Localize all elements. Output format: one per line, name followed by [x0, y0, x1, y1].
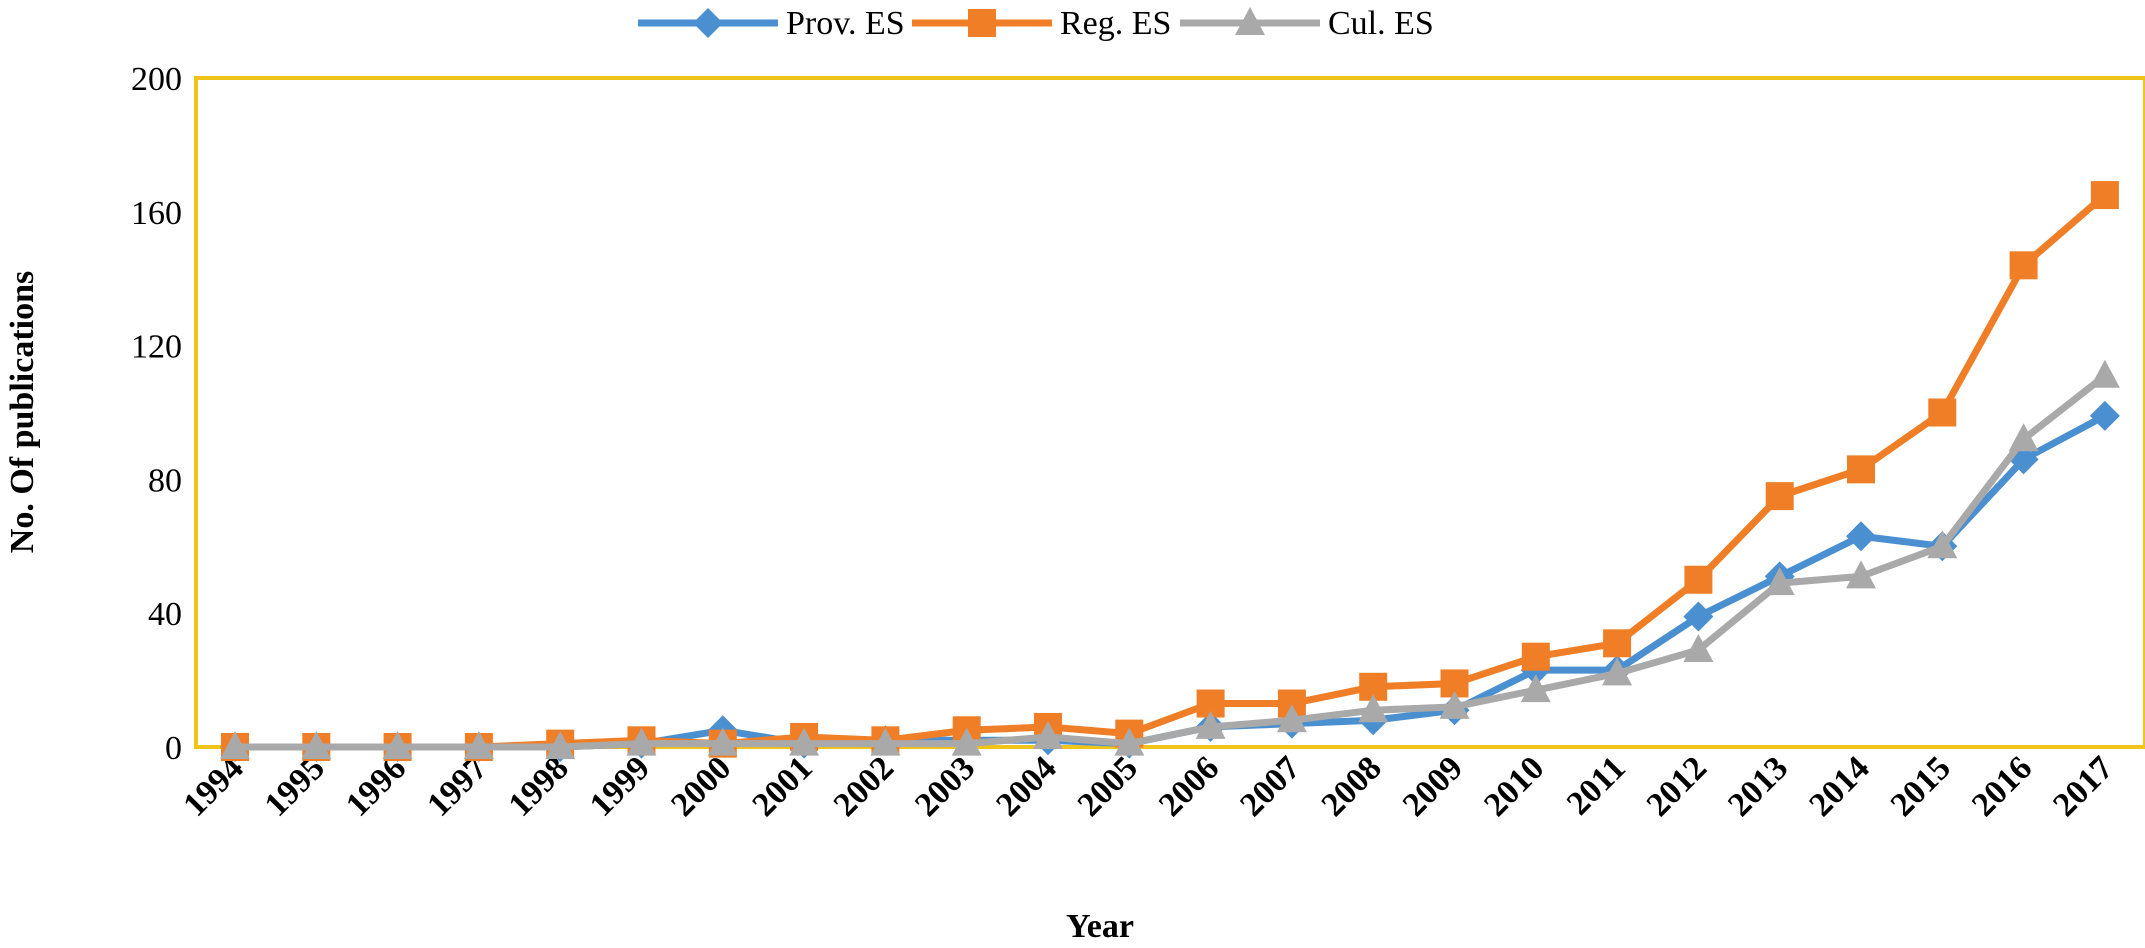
data-point-cul-es [707, 727, 738, 756]
x-tick-label: 2012 [1640, 749, 1714, 823]
data-point-cul-es [1114, 727, 1145, 756]
data-point-cul-es [1276, 704, 1307, 733]
data-point-cul-es [626, 727, 657, 756]
data-point-reg-es [1928, 398, 1957, 427]
data-point-reg-es [1521, 642, 1550, 671]
x-tick-label: 2001 [746, 749, 820, 823]
plot-area-border [194, 76, 2145, 749]
x-tick-label: 2002 [827, 749, 901, 823]
x-tick-label: 2016 [1965, 749, 2039, 823]
y-tick-label: 80 [148, 462, 182, 499]
data-point-cul-es [1602, 657, 1633, 686]
data-point-cul-es [545, 731, 576, 759]
x-tick-label: 2003 [908, 749, 982, 823]
x-tick-label: 2008 [1315, 749, 1389, 823]
data-point-reg-es [1765, 482, 1794, 511]
x-tick-label: 2005 [1071, 749, 1145, 823]
data-point-cul-es [220, 731, 250, 759]
x-tick-label: 2004 [989, 749, 1063, 823]
y-tick-label: 40 [148, 596, 182, 633]
x-tick-label: 2006 [1152, 749, 1226, 823]
data-point-cul-es [1520, 674, 1551, 703]
x-tick-label: 2007 [1233, 749, 1307, 823]
series-layer [220, 181, 2120, 762]
x-tick-label: 2000 [664, 749, 738, 823]
y-tick-label: 160 [131, 195, 182, 232]
data-point-prov-es [1846, 521, 1876, 552]
data-point-cul-es [1927, 530, 1958, 559]
data-point-cul-es [1195, 710, 1226, 739]
y-axis-title: No. Of publications [4, 271, 41, 553]
series-line-cul-es [231, 372, 2109, 751]
data-point-cul-es [1764, 567, 1795, 596]
data-point-cul-es [463, 731, 494, 759]
data-point-cul-es [1439, 690, 1470, 719]
legend-marker-reg-es [968, 9, 996, 37]
data-point-reg-es [1603, 629, 1632, 658]
series-line-reg-es [231, 191, 2109, 751]
data-point-cul-es [1033, 720, 1063, 749]
x-tick-label: 2009 [1396, 749, 1470, 823]
legend-item-prov-es: Prov. ES [638, 5, 905, 42]
data-point-cul-es [951, 727, 982, 756]
data-point-reg-es [2009, 251, 2038, 280]
x-tick-label: 2011 [1560, 749, 1633, 822]
data-point-cul-es [382, 731, 413, 759]
data-point-reg-es [1684, 565, 1713, 594]
legend-label-prov-es: Prov. ES [786, 5, 905, 42]
x-tick-label: 1999 [583, 749, 657, 823]
x-tick-label: 2017 [2046, 749, 2120, 823]
data-point-reg-es [2090, 181, 2119, 210]
data-point-cul-es [301, 731, 332, 759]
data-point-cul-es [789, 727, 820, 756]
x-tick-label: 2014 [1802, 749, 1876, 823]
y-tick-label: 0 [165, 730, 182, 767]
legend-label-cul-es: Cul. ES [1328, 5, 1434, 42]
data-point-reg-es [1847, 455, 1875, 484]
y-tick-label: 120 [131, 329, 182, 366]
data-point-cul-es [870, 727, 901, 756]
data-point-prov-es [2089, 400, 2120, 431]
series-cul-es [220, 359, 2120, 759]
data-point-cul-es [1683, 633, 1714, 662]
x-tick-label: 2013 [1721, 749, 1795, 823]
y-tick-label: 200 [131, 61, 182, 98]
data-point-prov-es [1683, 601, 1714, 632]
legend-marker-prov-es [693, 8, 723, 38]
data-point-cul-es [2008, 423, 2039, 452]
y-axis-ticks: 0 40 80 120 160 200 [131, 61, 182, 767]
data-point-cul-es [2089, 359, 2120, 388]
x-tick-label: 1998 [502, 749, 576, 823]
x-tick-label: 2015 [1884, 749, 1958, 823]
legend-item-cul-es: Cul. ES [1180, 5, 1434, 42]
data-point-cul-es [1846, 560, 1876, 589]
x-tick-label: 2010 [1477, 749, 1551, 823]
legend-label-reg-es: Reg. ES [1060, 5, 1171, 42]
legend-marker-cul-es [1235, 7, 1265, 35]
legend: Prov. ES Reg. ES Cul. ES [638, 5, 1434, 42]
x-axis-title: Year [1066, 908, 1134, 945]
series-reg-es [221, 181, 2119, 761]
legend-item-reg-es: Reg. ES [912, 5, 1171, 42]
data-point-cul-es [1358, 694, 1389, 723]
